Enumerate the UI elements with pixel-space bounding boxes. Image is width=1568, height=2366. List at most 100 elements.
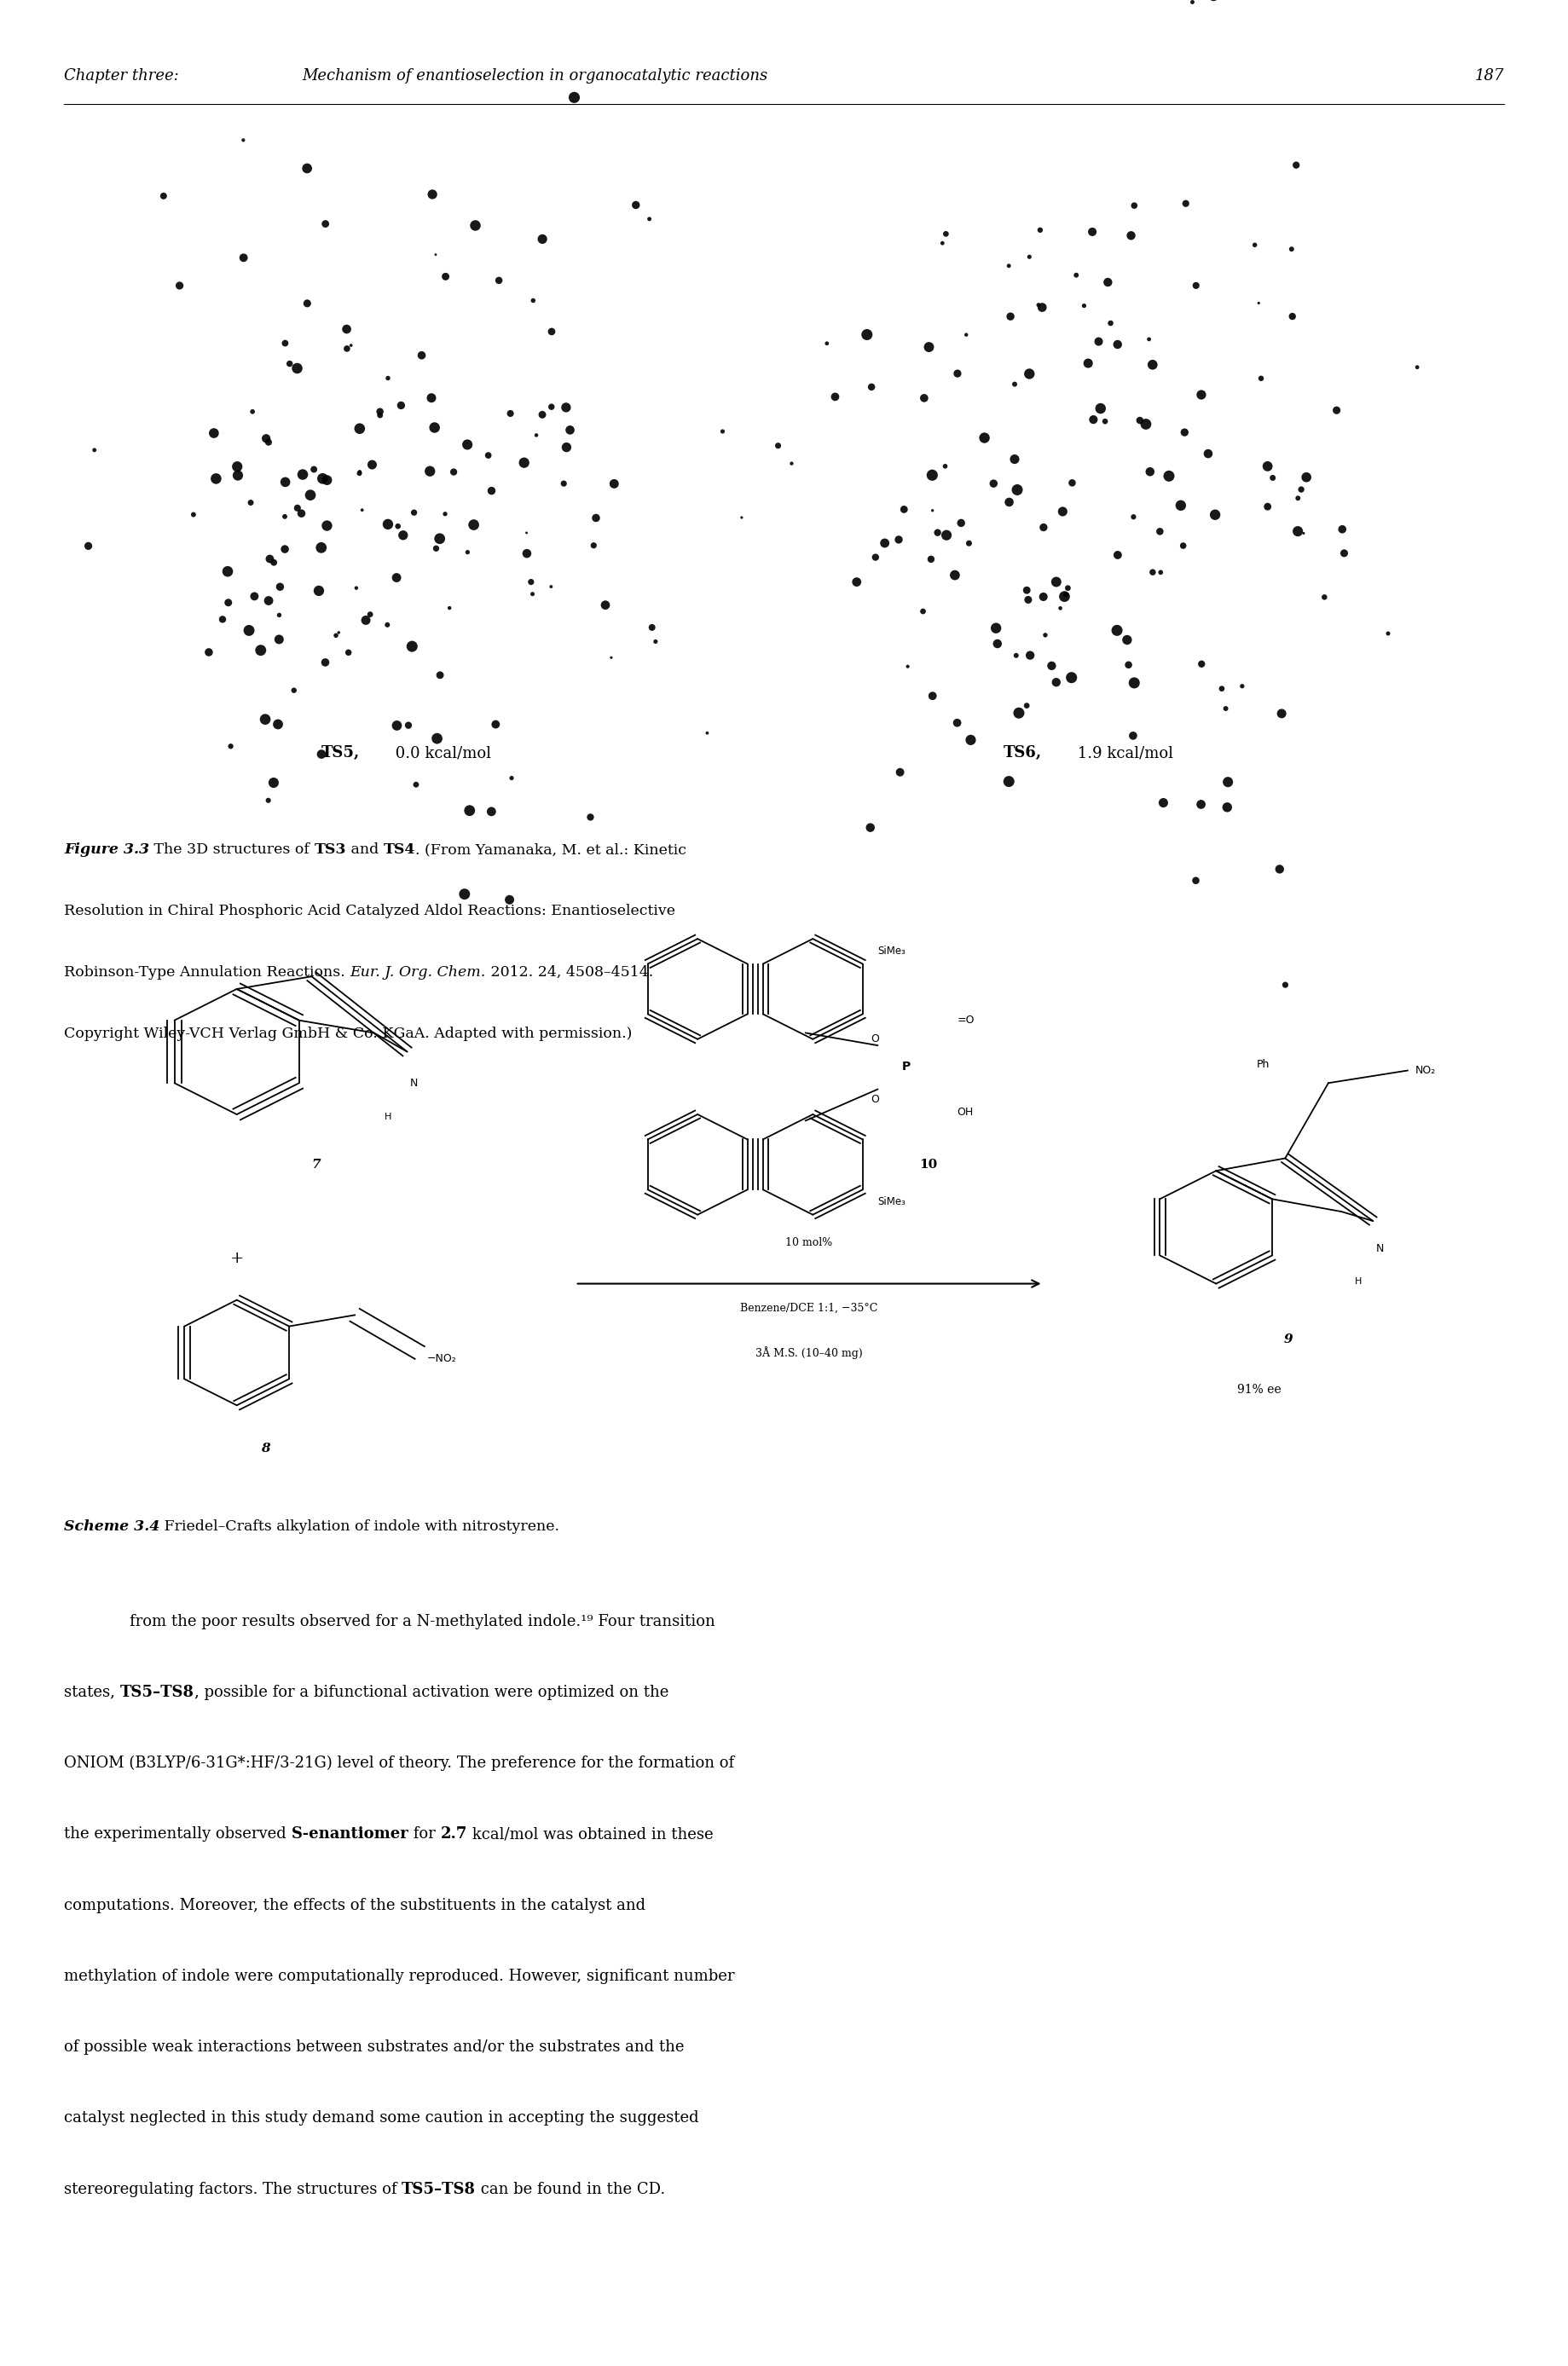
Text: H: H [1355, 1278, 1363, 1285]
Text: P: P [902, 1060, 911, 1072]
Point [944, 705, 969, 743]
Text: Robinson-Type Annulation Reactions.: Robinson-Type Annulation Reactions. [64, 965, 350, 980]
Point [273, 530, 298, 568]
Point [273, 464, 298, 502]
Text: TS3: TS3 [314, 842, 347, 856]
Point [151, 177, 176, 215]
Text: Chapter three:: Chapter three: [64, 69, 179, 83]
Point [855, 315, 880, 353]
Point [1071, 286, 1096, 324]
Point [1229, 667, 1254, 705]
Point [403, 767, 428, 804]
Point [1140, 554, 1165, 592]
Text: SiMe₃: SiMe₃ [878, 1197, 906, 1207]
Point [428, 655, 453, 693]
Point [401, 494, 426, 532]
Point [290, 457, 315, 494]
Point [497, 880, 522, 918]
Point [558, 412, 583, 450]
Point [844, 563, 869, 601]
Text: 7: 7 [312, 1159, 320, 1171]
Point [347, 409, 372, 447]
Point [593, 587, 618, 625]
Point [326, 613, 351, 651]
Point [1115, 620, 1140, 658]
Point [312, 644, 337, 681]
Text: O: O [870, 1093, 880, 1105]
Point [461, 506, 486, 544]
Point [958, 722, 983, 759]
Point [1214, 689, 1239, 726]
Point [582, 528, 607, 565]
Point [1040, 646, 1065, 684]
Point [359, 445, 384, 483]
Point [1137, 319, 1162, 357]
Point [168, 267, 193, 305]
Point [1171, 528, 1196, 565]
Point [1269, 696, 1294, 733]
Point [433, 258, 458, 296]
Point [1007, 693, 1032, 731]
Point [1016, 355, 1041, 393]
Point [823, 379, 848, 416]
Point [911, 379, 936, 416]
Point [295, 149, 320, 187]
Point [524, 416, 549, 454]
Point [1060, 464, 1085, 502]
Point [1058, 658, 1083, 696]
Text: −NO₂: −NO₂ [426, 1353, 456, 1365]
Point [1121, 187, 1146, 225]
Point [1209, 670, 1234, 707]
Text: Copyright Wiley-VCH Verlag GmbH & Co. KGaA. Adapted with permission.): Copyright Wiley-VCH Verlag GmbH & Co. KG… [64, 1027, 632, 1041]
Point [390, 516, 416, 554]
Point [252, 700, 278, 738]
Point [1215, 788, 1240, 826]
Point [499, 759, 524, 797]
Point [425, 719, 450, 757]
Point [911, 592, 936, 629]
Point [1105, 537, 1131, 575]
Point [375, 606, 400, 644]
Point [1195, 435, 1220, 473]
Point [343, 570, 368, 608]
Text: 9: 9 [1284, 1334, 1292, 1346]
Point [933, 447, 958, 485]
Point [1030, 577, 1055, 615]
Point [1134, 405, 1159, 442]
Point [1002, 364, 1027, 402]
Point [1116, 646, 1142, 684]
Point [982, 464, 1007, 502]
Point [273, 497, 298, 535]
Text: . (From Yamanaka, M. et al.: Kinetic: . (From Yamanaka, M. et al.: Kinetic [416, 842, 687, 856]
Point [1014, 686, 1040, 724]
Point [695, 715, 720, 752]
Point [602, 464, 627, 502]
Text: stereoregulating factors. The structures of: stereoregulating factors. The structures… [64, 2181, 401, 2196]
Text: of possible weak interactions between substrates and/or the substrates and the: of possible weak interactions between su… [64, 2039, 684, 2054]
Point [946, 355, 971, 393]
Point [1242, 227, 1267, 265]
Point [426, 521, 452, 558]
Point [478, 471, 503, 509]
Point [949, 504, 974, 542]
Point [1148, 513, 1173, 551]
Point [1168, 487, 1193, 525]
Text: methylation of indole were computationally reproduced. However, significant numb: methylation of indole were computational… [64, 1969, 734, 1983]
Text: H: H [384, 1112, 392, 1121]
Text: ONIOM (B3LYP/6-31G*:HF/3-21G) level of theory. The preference for the formation : ONIOM (B3LYP/6-31G*:HF/3-21G) level of t… [64, 1756, 734, 1772]
Point [180, 497, 205, 535]
Point [1127, 402, 1152, 440]
Point [1173, 185, 1198, 222]
Point [637, 201, 662, 239]
Point [996, 762, 1021, 800]
Text: +: + [230, 1252, 243, 1266]
Point [561, 78, 586, 116]
Point [367, 397, 392, 435]
Text: TS6,: TS6, [1004, 745, 1043, 759]
Point [1201, 0, 1226, 14]
Point [930, 225, 955, 263]
Text: computations. Moreover, the effects of the substituents in the catalyst and: computations. Moreover, the effects of t… [64, 1898, 646, 1912]
Point [204, 459, 229, 497]
Point [514, 513, 539, 551]
Point [1054, 575, 1079, 613]
